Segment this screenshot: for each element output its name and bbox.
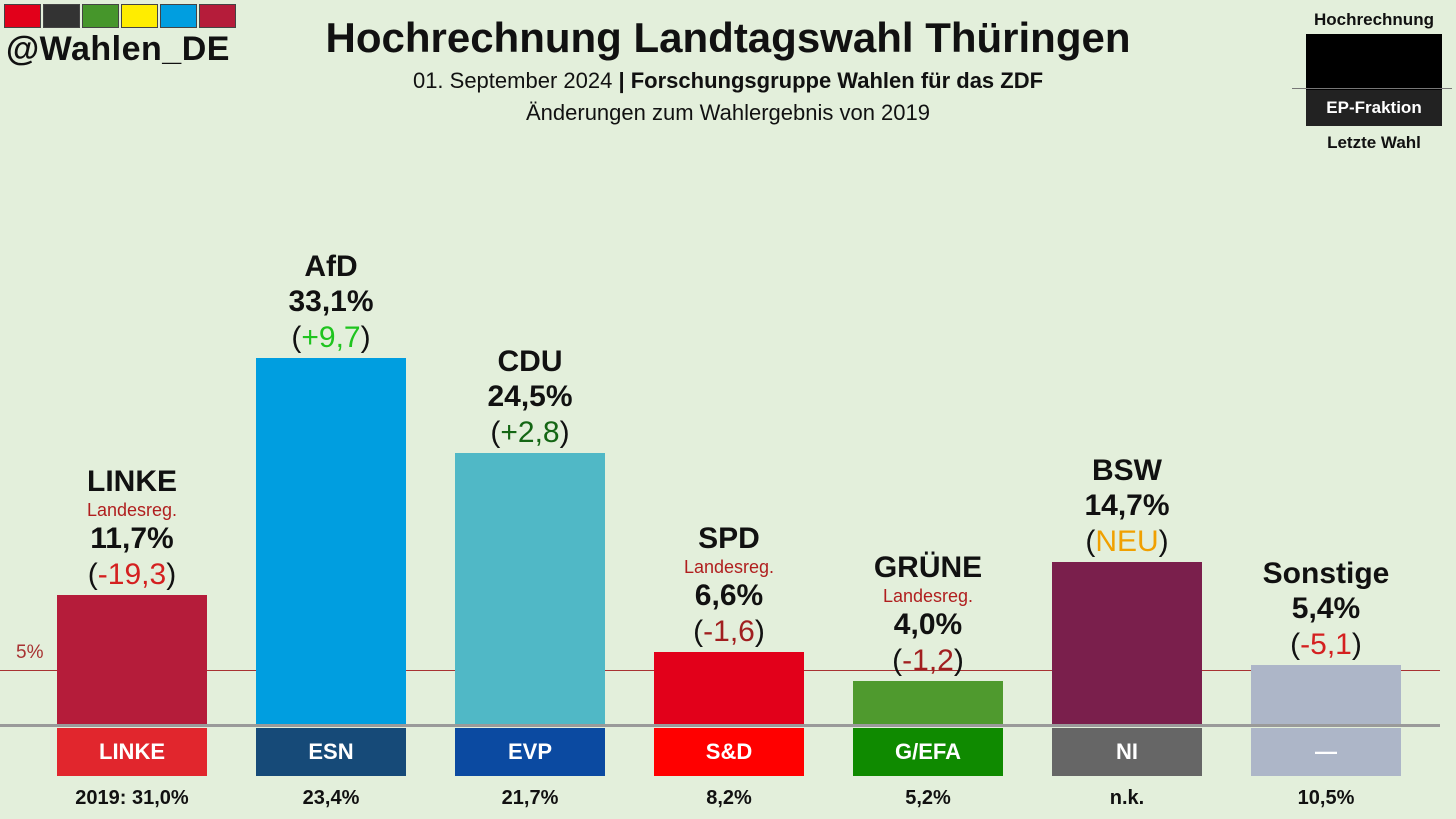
result-percentage: 14,7%: [1084, 489, 1170, 522]
open-paren: (: [87, 558, 98, 591]
bar-bsw: [1052, 562, 1202, 725]
close-paren: ): [360, 321, 371, 354]
party-name: SPD: [698, 522, 760, 555]
previous-result-cdu: 21,7%: [501, 787, 559, 809]
government-note: Landesreg.: [882, 586, 974, 606]
result-percentage: 33,1%: [288, 285, 374, 318]
close-paren: ): [559, 416, 570, 449]
party-name: BSW: [1092, 454, 1162, 487]
previous-result-linke: 2019: 31,0%: [75, 787, 189, 809]
chart-title: Hochrechnung Landtagswahl Thüringen: [325, 14, 1131, 61]
change-number: -1,2: [902, 644, 954, 677]
bar-label-cdu: CDU 24,5% (+2,8): [420, 345, 640, 451]
brand-handle: @Wahlen_DE: [6, 30, 230, 68]
flag-color-swatch: [199, 4, 236, 28]
threshold-label: 5%: [16, 642, 44, 663]
change-value: (+9,7): [221, 320, 441, 356]
change-value: (-1,2): [818, 643, 1038, 679]
party-name: GRÜNE: [873, 551, 983, 584]
ep-group-sonstige: —: [1251, 728, 1401, 776]
change-value: (-1,6): [619, 614, 839, 650]
result-percentage: 5,4%: [1291, 592, 1361, 625]
open-paren: (: [490, 416, 501, 449]
bar-label-gr-ne: GRÜNE Landesreg. 4,0% (-1,2): [818, 551, 1038, 679]
open-paren: (: [892, 644, 903, 677]
result-percentage: 4,0%: [893, 608, 963, 641]
legend: Hochrechnung EP-Fraktion Letzte Wahl: [1292, 8, 1452, 156]
change-number: -19,3: [97, 558, 167, 591]
government-note: Landesreg.: [683, 557, 775, 577]
flag-color-swatch: [160, 4, 197, 28]
bar-label-spd: SPD Landesreg. 6,6% (-1,6): [619, 522, 839, 650]
previous-result-afd: 23,4%: [302, 787, 360, 809]
previous-result-spd: 8,2%: [706, 787, 752, 809]
ep-group-linke: LINKE: [57, 728, 207, 776]
previous-result-bsw: n.k.: [1109, 787, 1145, 809]
party-name: AfD: [304, 250, 358, 283]
party-name: CDU: [497, 345, 563, 378]
bar-label-sonstige: Sonstige 5,4% (-5,1): [1216, 557, 1436, 663]
bar-cdu: [455, 453, 605, 725]
change-number: -1,6: [703, 615, 755, 648]
previous-result-sonstige: 10,5%: [1297, 787, 1355, 809]
subtitle-source: Forschungsgruppe Wahlen für das ZDF: [630, 68, 1044, 93]
subtitle-date: 01. September 2024: [412, 68, 613, 93]
bar-gr-ne: [853, 681, 1003, 725]
flag-color-swatch: [4, 4, 41, 28]
flag-color-swatch: [82, 4, 119, 28]
ep-group-cdu: EVP: [455, 728, 605, 776]
party-name: LINKE: [87, 465, 177, 498]
result-percentage: 24,5%: [487, 380, 573, 413]
legend-divider-line: [1292, 88, 1452, 89]
close-paren: ): [1158, 525, 1169, 558]
bar-label-linke: LINKE Landesreg. 11,7% (-19,3): [22, 465, 242, 593]
change-value: (+2,8): [420, 415, 640, 451]
close-paren: ): [166, 558, 177, 591]
bar-label-afd: AfD 33,1% (+9,7): [221, 250, 441, 356]
government-note: Landesreg.: [86, 500, 178, 520]
flag-color-swatch: [43, 4, 80, 28]
ep-group-spd: S&D: [654, 728, 804, 776]
open-paren: (: [693, 615, 704, 648]
legend-bar-swatch: [1306, 34, 1442, 90]
chart-subtitle-changes: Änderungen zum Wahlergebnis von 2019: [525, 100, 930, 125]
chart-baseline: [0, 724, 1440, 727]
subtitle-separator: |: [618, 68, 625, 93]
change-value: (NEU): [1017, 524, 1237, 560]
previous-result-gr-ne: 5,2%: [905, 787, 951, 809]
bar-afd: [256, 358, 406, 725]
bar-label-bsw: BSW 14,7% (NEU): [1017, 454, 1237, 560]
change-number: NEU: [1095, 525, 1159, 558]
open-paren: (: [1290, 628, 1301, 661]
close-paren: ): [1351, 628, 1362, 661]
ep-group-gr-ne: G/EFA: [853, 728, 1003, 776]
bar-linke: [57, 595, 207, 725]
result-percentage: 6,6%: [694, 579, 764, 612]
change-value: (-19,3): [22, 557, 242, 593]
party-name: Sonstige: [1262, 557, 1390, 590]
close-paren: ): [953, 644, 964, 677]
result-percentage: 11,7%: [90, 522, 174, 555]
ep-group-afd: ESN: [256, 728, 406, 776]
legend-letzte-wahl: Letzte Wahl: [1327, 133, 1421, 152]
legend-ep-fraktion: EP-Fraktion: [1306, 90, 1442, 126]
bar-spd: [654, 652, 804, 725]
ep-group-bsw: NI: [1052, 728, 1202, 776]
flag-color-swatch: [121, 4, 158, 28]
flag-color-strip: [4, 4, 236, 28]
change-value: (-5,1): [1216, 627, 1436, 663]
change-number: +2,8: [500, 416, 560, 449]
change-number: +9,7: [301, 321, 361, 354]
close-paren: ): [754, 615, 765, 648]
chart-subtitle: 01. September 2024 | Forschungsgruppe Wa…: [0, 68, 1456, 94]
open-paren: (: [291, 321, 302, 354]
legend-hochrechnung: Hochrechnung: [1314, 10, 1434, 29]
change-number: -5,1: [1300, 628, 1352, 661]
bar-sonstige: [1251, 665, 1401, 725]
open-paren: (: [1085, 525, 1096, 558]
